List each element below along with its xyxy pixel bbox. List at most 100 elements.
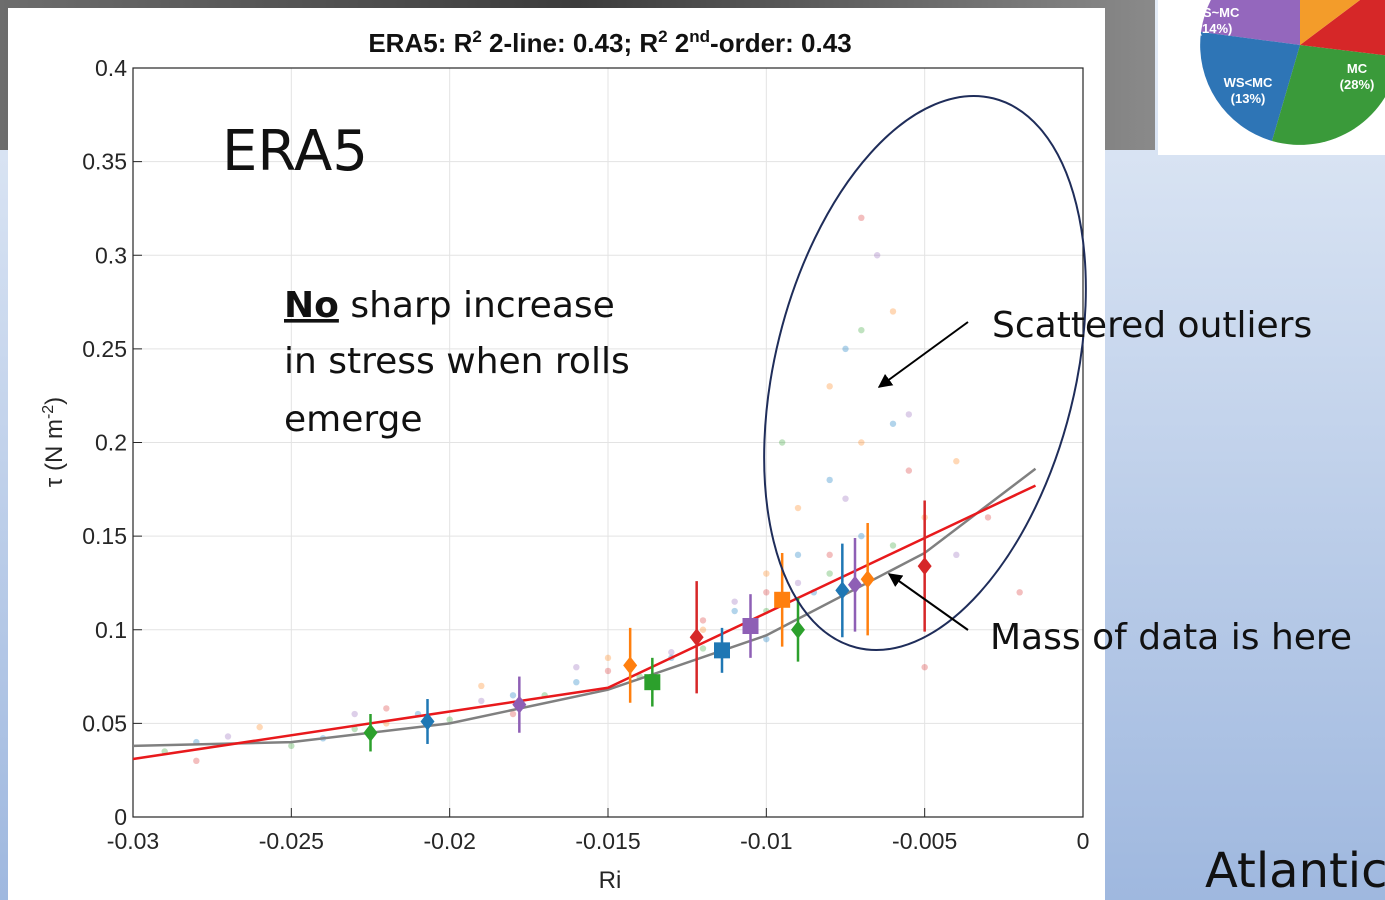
y-axis-label: τ (N m-2)	[40, 397, 68, 487]
scatter-point	[826, 570, 833, 577]
y-label-part: τ (N m	[41, 419, 68, 487]
annotation: Scattered outliers	[992, 305, 1312, 346]
x-tick-label: -0.015	[575, 828, 640, 854]
mean-marker	[512, 695, 527, 714]
scatter-point	[763, 570, 770, 577]
fit-line	[132, 484, 1037, 761]
scatter-point	[858, 326, 865, 334]
scatter-point	[509, 692, 517, 699]
scatter-point	[351, 710, 358, 718]
mean-marker	[714, 642, 730, 659]
scatter-point	[193, 757, 200, 765]
scatter-point	[351, 725, 358, 733]
scatter-point	[763, 635, 770, 643]
highlight-ellipse	[763, 95, 1087, 651]
note-part: sharp increase	[339, 285, 615, 326]
scatter-point	[889, 420, 897, 427]
scatter-point	[889, 542, 897, 549]
inset-pie: WS~MC (14%) WS<MC (13%) MC (28%)	[1158, 0, 1385, 155]
note: emerge	[284, 399, 423, 440]
scatter-point	[953, 551, 960, 559]
title-part: ERA5: R	[368, 28, 472, 58]
scatter-point	[794, 579, 802, 587]
pie-label: WS<MC	[1224, 75, 1273, 90]
panel-label: ERA5	[222, 119, 368, 184]
scatter-point	[953, 458, 960, 465]
scatter-point	[921, 664, 928, 671]
scatter-point	[604, 654, 612, 662]
pie-label: MC	[1347, 61, 1368, 76]
scatter-point	[984, 514, 992, 521]
y-tick-label: 0.3	[95, 242, 127, 268]
scatter-point	[858, 532, 865, 540]
y-tick-label: 0.2	[95, 430, 127, 456]
title-part: nd	[689, 27, 710, 46]
y-tick-label: 0.25	[82, 336, 127, 362]
scatter-point	[842, 345, 849, 353]
mean-marker	[623, 656, 638, 675]
corner-text: Atlantic	[1205, 843, 1385, 899]
scatter-point	[256, 723, 263, 731]
scatter-point	[858, 214, 865, 221]
scatter-point	[573, 678, 580, 686]
scatter-point	[763, 589, 770, 596]
scatter-point	[699, 617, 707, 624]
pie-label: (13%)	[1231, 91, 1266, 106]
pie-label: WS~MC	[1191, 5, 1240, 20]
scatter-point	[873, 252, 881, 259]
mean-marker	[848, 575, 862, 594]
scatter-point	[842, 495, 849, 502]
mean-marker	[742, 618, 759, 635]
y-tick-label: 0.15	[82, 523, 127, 549]
title-part: 2	[472, 27, 481, 46]
scatter-point	[699, 626, 707, 633]
scatter-point	[446, 716, 453, 723]
title-part: -order: 0.43	[710, 28, 852, 58]
mean-marker	[363, 723, 378, 742]
scatter-point	[478, 697, 485, 705]
scatter-point	[858, 439, 865, 446]
title-part: 2-line: 0.43; R	[482, 28, 658, 58]
pie-label: (28%)	[1340, 77, 1375, 92]
scatter-point	[478, 682, 485, 690]
x-tick-label: 0	[1077, 828, 1090, 854]
x-tick-label: -0.01	[740, 828, 792, 854]
x-tick-label: -0.02	[423, 828, 475, 854]
chart-panel	[8, 8, 1105, 900]
pie-label: (14%)	[1198, 21, 1233, 36]
scatter-point	[224, 733, 232, 740]
scatter-point	[826, 476, 833, 484]
scatter-point	[1016, 589, 1023, 596]
arrow	[887, 573, 969, 631]
scatter-point	[794, 551, 802, 559]
mean-marker	[644, 674, 661, 691]
scatter-point	[778, 439, 786, 446]
scatter-point	[573, 664, 580, 671]
mean-marker	[420, 712, 435, 731]
note: in stress when rolls	[284, 341, 630, 382]
y-tick-label: 0	[114, 804, 127, 830]
note: No sharp increase	[284, 285, 615, 326]
mean-marker	[835, 581, 850, 600]
y-label-part: )	[41, 397, 68, 405]
mean-marker	[791, 620, 805, 639]
arrow	[877, 321, 969, 388]
note-part: No	[284, 285, 339, 326]
scatter-point	[668, 649, 675, 656]
x-tick-label: -0.005	[892, 828, 957, 854]
scatter-point	[826, 551, 833, 559]
y-label-part: -2	[40, 405, 57, 419]
scatter-point	[731, 607, 738, 615]
x-tick-label: -0.025	[259, 828, 324, 854]
scatter-point	[731, 598, 738, 605]
mean-marker	[774, 591, 791, 608]
y-tick-label: 0.1	[95, 617, 127, 643]
scatter-point	[288, 742, 295, 750]
mean-marker	[860, 570, 875, 589]
chart-title: ERA5: R2 2-line: 0.43; R2 2nd-order: 0.4…	[368, 27, 851, 58]
plot: -0.03 -0.025 -0.02 -0.015 -0.01 -0.005 0 0 0.05 0…	[82, 55, 1089, 854]
scatter-point	[383, 705, 390, 712]
plot-frame	[132, 67, 1084, 818]
title-part: 2	[668, 28, 690, 58]
